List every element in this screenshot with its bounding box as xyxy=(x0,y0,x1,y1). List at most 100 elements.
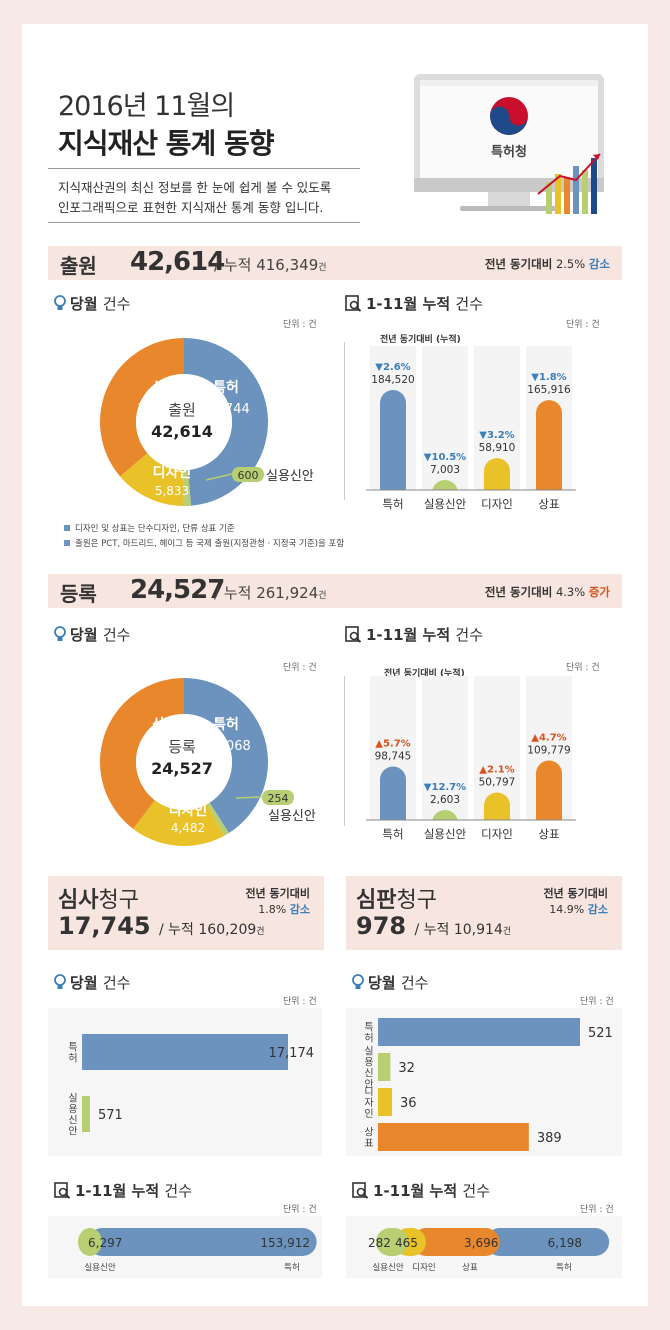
lightbulb-icon xyxy=(54,626,66,641)
bar-value-2: 58,910 xyxy=(479,442,516,454)
application-cumulative-bars: ▼2.6%184,520 특허 ▼10.5%7,003 실용신안 ▼3.2%58,910… xyxy=(366,346,576,511)
hbar-value-0: 17,174 xyxy=(269,1046,315,1061)
bar-change-0: ▼2.6% xyxy=(375,362,410,373)
unit-label: 단위 : 건 xyxy=(566,663,600,673)
bar-2 xyxy=(484,792,510,820)
donut-value-design: 5,833 xyxy=(155,484,189,498)
donut-hole xyxy=(136,714,232,810)
trial-cumulative-title: 1-11월 누적 건수 xyxy=(352,1180,490,1201)
donut-label-patent: 특허 xyxy=(213,716,239,733)
bar-value-0: 98,745 xyxy=(375,750,412,762)
registration-cumulative-title: 1-11월 누적 건수 xyxy=(345,624,483,645)
hbar-category-1: 신 xyxy=(364,1068,373,1080)
title-line1: 2016년 11월의 xyxy=(58,91,235,122)
donut-value-utility: 600 xyxy=(238,469,259,482)
hbar-category-0: 특 xyxy=(364,1022,373,1034)
donut-label-utility: 실용신안 xyxy=(266,469,314,484)
application-cumulative-text: / 누적 416,349건 xyxy=(214,256,327,274)
bar-category-3: 상표 xyxy=(538,827,559,841)
exam-value: 17,745 / 누적 160,209건 xyxy=(58,912,265,940)
bar-column-bg xyxy=(422,676,468,820)
application-monthly-title: 당월 건수 xyxy=(54,293,130,314)
stack-value-3: 6,198 xyxy=(548,1236,582,1250)
hbar-category-0: 허 xyxy=(68,1053,77,1065)
hbar-category-1: 실 xyxy=(364,1046,373,1058)
title-line2: 지식재산 통계 동향 xyxy=(58,127,275,160)
exam-cumulative-title: 1-11월 누적 건수 xyxy=(54,1180,192,1201)
registration-cumulative-text: / 누적 261,924건 xyxy=(214,584,327,602)
stack-value-1: 153,912 xyxy=(260,1236,310,1250)
donut-slice-3 xyxy=(100,338,184,477)
hbar-category-2: 디 xyxy=(364,1086,373,1098)
application-note-1: 디자인 및 상표는 단수디자인, 단류 상표 기준 xyxy=(64,522,235,534)
registration-donut: 상표 9,723 특허 10,068 디자인 4,482 등록 24,527 2… xyxy=(100,678,316,846)
description-line2: 인포그래픽으로 표현한 지식재산 통계 동향 입니다. xyxy=(58,200,324,215)
trial-monthly-bars: 특허 521 실용신안 32 디자인 36 상표 389 xyxy=(364,1018,613,1151)
stack-category-0: 실용신안 xyxy=(372,1262,403,1273)
unit-label: 단위 : 건 xyxy=(283,663,317,673)
bar-category-3: 상표 xyxy=(538,497,559,511)
bar-value-2: 50,797 xyxy=(479,776,516,788)
stack-value-0: 282 xyxy=(368,1236,391,1250)
separator xyxy=(344,342,345,500)
donut-hole xyxy=(136,374,232,470)
hbar-0 xyxy=(378,1018,580,1046)
lightbulb-icon xyxy=(54,974,66,989)
donut-value-patent: 20,744 xyxy=(204,402,250,417)
bar-change-1: ▼10.5% xyxy=(424,452,466,463)
hbar-value-3: 389 xyxy=(537,1131,562,1146)
exam-yoy: 전년 동기대비 1.8% 감소 xyxy=(245,887,310,916)
application-note-2: 출원은 PCT, 마드리드, 헤이그 등 국제 출원(지정관청 · 지정국 기준… xyxy=(64,537,344,549)
search-document-icon xyxy=(345,626,362,643)
bar-change-0: ▲5.7% xyxy=(375,738,410,749)
donut-value-design: 4,482 xyxy=(171,821,205,835)
donut-slice-0 xyxy=(184,678,268,834)
bar-change-1: ▼12.7% xyxy=(424,782,466,793)
hbar-value-1: 571 xyxy=(98,1108,123,1123)
application-band: 출원 42,614 / 누적 416,349건 전년 동기대비 2.5% 감소 xyxy=(48,246,622,280)
hbar-value-2: 36 xyxy=(400,1096,417,1111)
divider xyxy=(48,222,360,223)
exam-monthly-box xyxy=(48,1008,322,1156)
bar-3 xyxy=(536,400,562,490)
donut-center-label: 출원 xyxy=(168,401,196,419)
stack-category-1: 디자인 xyxy=(412,1262,435,1273)
hbar-category-1: 용 xyxy=(68,1104,77,1116)
stack-category-1: 특허 xyxy=(284,1263,300,1273)
stack-category-2: 상표 xyxy=(462,1262,478,1273)
unit-label: 단위 : 건 xyxy=(283,997,317,1007)
trial-label: 심판청구 xyxy=(356,888,437,913)
trial-yoy: 전년 동기대비 14.9% 감소 xyxy=(543,887,608,916)
divider xyxy=(48,168,360,169)
application-cumulative-title: 1-11월 누적 건수 xyxy=(345,293,483,314)
bar-change-3: ▼1.8% xyxy=(531,372,566,383)
bar-category-2: 디자인 xyxy=(481,497,513,511)
description-line1: 지식재산권의 최신 정보를 한 눈에 쉽게 볼 수 있도록 xyxy=(58,180,332,195)
registration-value: 24,527 xyxy=(130,575,225,605)
registration-monthly-title: 당월 건수 xyxy=(54,624,130,645)
unit-label: 단위 : 건 xyxy=(566,320,600,330)
donut-slice-1 xyxy=(206,802,229,836)
unit-label: 단위 : 건 xyxy=(580,997,614,1007)
registration-cumulative-bars: ▲5.7%98,745 특허 ▼12.7%2,603 실용신안 ▲2.1%50,797 디… xyxy=(366,676,576,841)
donut-center-value: 42,614 xyxy=(151,422,213,441)
separator xyxy=(344,676,345,826)
stack-category-3: 특허 xyxy=(556,1263,572,1273)
hbar-2 xyxy=(378,1088,392,1116)
trial-value: 978 / 누적 10,914건 xyxy=(356,912,512,940)
bar-value-3: 109,779 xyxy=(527,745,570,757)
bar-value-3: 165,916 xyxy=(527,384,571,396)
donut-value-patent: 10,068 xyxy=(205,739,251,754)
hbar-category-1: 신 xyxy=(68,1115,77,1127)
stack-seg-3 xyxy=(485,1228,610,1256)
hbar-category-2: 인 xyxy=(364,1108,373,1120)
unit-label: 단위 : 건 xyxy=(283,1205,317,1215)
donut-value-trademark: 9,723 xyxy=(141,739,178,754)
monitor-illustration: 특허청 xyxy=(414,74,604,214)
donut-slice-3 xyxy=(100,678,184,829)
search-document-icon xyxy=(54,1182,71,1199)
exam-cumulative-bar: 6,297 실용신안 153,912 특허 xyxy=(78,1228,317,1273)
bar-0 xyxy=(380,390,406,490)
exam-monthly-bars: 특허 17,174 실용신안 571 xyxy=(68,1034,315,1138)
donut-slice-0 xyxy=(184,338,268,506)
